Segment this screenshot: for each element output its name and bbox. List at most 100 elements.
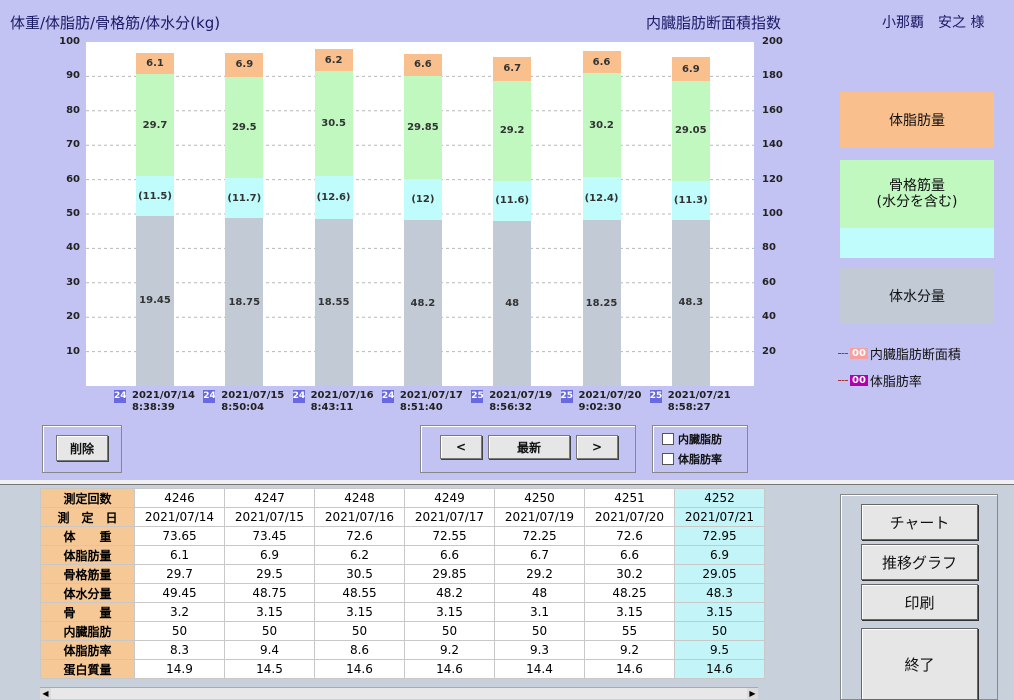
table-cell[interactable]: 29.05 [674, 564, 765, 584]
table-cell[interactable]: 14.4 [494, 659, 585, 679]
exit-button[interactable]: 終了 [861, 628, 978, 700]
table-cell[interactable]: 48.3 [674, 583, 765, 603]
chart-button[interactable]: チャート [861, 504, 978, 540]
table-cell[interactable]: 6.9 [674, 545, 765, 565]
table-cell[interactable]: 4250 [494, 488, 585, 508]
table-cell[interactable]: 50 [404, 621, 495, 641]
table-cell[interactable]: 4247 [224, 488, 315, 508]
table-cell[interactable]: 14.6 [404, 659, 495, 679]
table-cell[interactable]: 2021/07/16 [314, 507, 405, 527]
scroll-left-icon[interactable]: ◀ [40, 688, 51, 699]
next-button[interactable]: > [576, 435, 618, 459]
table-cell[interactable]: 6.6 [404, 545, 495, 565]
legend-water: 体水分量 [840, 268, 994, 324]
table-cell[interactable]: 50 [314, 621, 405, 641]
table-cell[interactable]: 48.25 [584, 583, 675, 603]
muscle-segment: 29.5 [225, 76, 264, 179]
x-label-date: 2021/07/14 [132, 390, 195, 401]
table-cell[interactable]: 48 [494, 583, 585, 603]
table-cell[interactable]: 29.85 [404, 564, 495, 584]
table-cell[interactable]: 72.55 [404, 526, 495, 546]
table-cell[interactable]: 6.7 [494, 545, 585, 565]
table-cell[interactable]: 6.9 [224, 545, 315, 565]
table-cell[interactable]: 73.65 [134, 526, 225, 546]
table-cell[interactable]: 4249 [404, 488, 495, 508]
table-cell[interactable]: 9.2 [404, 640, 495, 660]
table-cell[interactable]: 3.2 [134, 602, 225, 622]
table-cell[interactable]: 3.15 [224, 602, 315, 622]
table-cell[interactable]: 50 [224, 621, 315, 641]
table-cell[interactable]: 14.9 [134, 659, 225, 679]
table-cell[interactable]: 6.1 [134, 545, 225, 565]
plot-area: 19.45 (11.5) 29.7 6.1 18.75 (11.7) 29.5 6.9 18.5… [86, 42, 754, 386]
splitter[interactable] [0, 480, 1014, 485]
table-cell[interactable]: 3.15 [584, 602, 675, 622]
table-cell[interactable]: 50 [494, 621, 585, 641]
row-label: 蛋白質量 [40, 659, 135, 679]
table-cell[interactable]: 72.25 [494, 526, 585, 546]
table-cell[interactable]: 3.1 [494, 602, 585, 622]
scroll-right-icon[interactable]: ▶ [747, 688, 758, 699]
table-cell[interactable]: 3.15 [404, 602, 495, 622]
table-cell[interactable]: 14.6 [674, 659, 765, 679]
prev-button[interactable]: < [440, 435, 482, 459]
table-cell[interactable]: 30.5 [314, 564, 405, 584]
table-cell[interactable]: 14.5 [224, 659, 315, 679]
extra-segment: (11.5) [136, 176, 174, 216]
table-cell[interactable]: 4246 [134, 488, 225, 508]
x-tick-label: 2021/07/16 8:43:11 [311, 390, 374, 414]
table-cell[interactable]: 2021/07/21 [674, 507, 765, 527]
table-cell[interactable]: 2021/07/17 [404, 507, 495, 527]
table-cell[interactable]: 8.6 [314, 640, 405, 660]
table-cell[interactable]: 48.55 [314, 583, 405, 603]
table-cell[interactable]: 29.5 [224, 564, 315, 584]
checkbox-icon[interactable] [662, 433, 674, 445]
y-tick-left: 30 [66, 276, 80, 288]
latest-button[interactable]: 最新 [488, 435, 570, 459]
x-label-id: 24 [292, 390, 305, 403]
table-row: 骨 量 3.2 3.15 3.15 3.15 3.1 3.15 3.15 [40, 602, 765, 622]
table-cell[interactable]: 9.3 [494, 640, 585, 660]
table-cell[interactable]: 73.45 [224, 526, 315, 546]
table-cell[interactable]: 72.6 [584, 526, 675, 546]
table-cell[interactable]: 50 [674, 621, 765, 641]
print-button[interactable]: 印刷 [861, 584, 978, 620]
table-cell[interactable]: 49.45 [134, 583, 225, 603]
horizontal-scrollbar[interactable]: ◀ ▶ [40, 687, 758, 699]
table-cell[interactable]: 4248 [314, 488, 405, 508]
table-cell[interactable]: 14.6 [584, 659, 675, 679]
table-cell[interactable]: 3.15 [314, 602, 405, 622]
trend-graph-button[interactable]: 推移グラフ [861, 544, 978, 580]
table-cell[interactable]: 6.2 [314, 545, 405, 565]
table-cell[interactable]: 4251 [584, 488, 675, 508]
table-cell[interactable]: 50 [134, 621, 225, 641]
y-tick-left: 60 [66, 173, 80, 185]
table-cell[interactable]: 30.2 [584, 564, 675, 584]
table-cell[interactable]: 14.6 [314, 659, 405, 679]
table-row: 体脂肪量 6.1 6.9 6.2 6.6 6.7 6.6 6.9 [40, 545, 765, 565]
table-cell[interactable]: 48.2 [404, 583, 495, 603]
table-cell[interactable]: 72.95 [674, 526, 765, 546]
delete-button[interactable]: 削除 [56, 435, 108, 461]
table-cell[interactable]: 8.3 [134, 640, 225, 660]
table-cell[interactable]: 9.2 [584, 640, 675, 660]
row-label: 体脂肪率 [40, 640, 135, 660]
table-cell[interactable]: 9.5 [674, 640, 765, 660]
table-cell[interactable]: 3.15 [674, 602, 765, 622]
table-cell[interactable]: 29.7 [134, 564, 225, 584]
table-cell[interactable]: 29.2 [494, 564, 585, 584]
table-cell[interactable]: 4252 [674, 488, 765, 508]
fat-segment: 6.6 [582, 50, 621, 74]
table-cell[interactable]: 2021/07/20 [584, 507, 675, 527]
visceral-checkbox[interactable]: 内臓脂肪 [662, 431, 722, 447]
table-cell[interactable]: 48.75 [224, 583, 315, 603]
table-cell[interactable]: 2021/07/19 [494, 507, 585, 527]
table-cell[interactable]: 2021/07/15 [224, 507, 315, 527]
table-cell[interactable]: 2021/07/14 [134, 507, 225, 527]
table-cell[interactable]: 9.4 [224, 640, 315, 660]
table-cell[interactable]: 55 [584, 621, 675, 641]
table-cell[interactable]: 72.6 [314, 526, 405, 546]
checkbox-icon[interactable] [662, 453, 674, 465]
bodyfat-checkbox[interactable]: 体脂肪率 [662, 451, 722, 467]
table-cell[interactable]: 6.6 [584, 545, 675, 565]
